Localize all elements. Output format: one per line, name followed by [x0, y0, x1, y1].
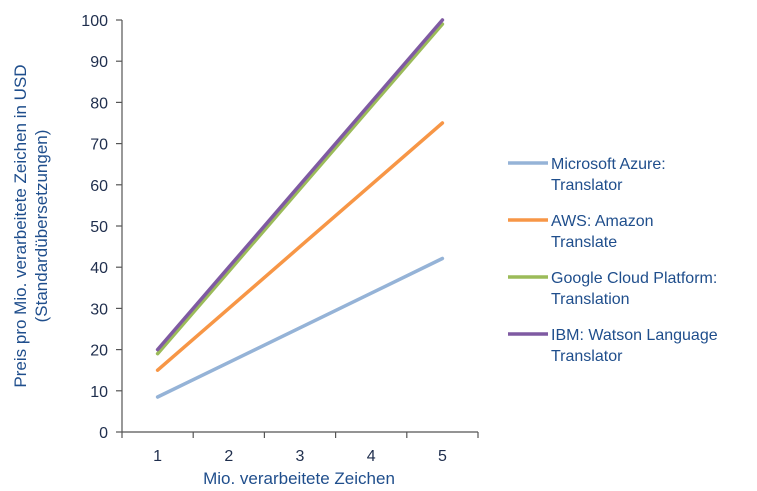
- x-axis-title: Mio. verarbeitete Zeichen: [203, 469, 395, 488]
- x-tick-label: 2: [224, 448, 233, 465]
- x-tick-label: 5: [438, 448, 447, 465]
- series-line-1: [155, 121, 445, 372]
- legend-label-1-line-1: AWS: Amazon: [551, 213, 654, 230]
- y-tick-label: 20: [90, 343, 108, 360]
- series-lines: [155, 18, 445, 399]
- x-tick-label: 4: [367, 448, 376, 465]
- y-tick-label: 100: [81, 13, 108, 30]
- legend: Microsoft Azure: Translator AWS: Amazon Tra…: [508, 156, 718, 365]
- y-tick-label: 30: [90, 301, 108, 318]
- x-tick-label: 3: [296, 448, 305, 465]
- legend-label-2-line-2: Translation: [551, 291, 630, 308]
- y-tick-label: 90: [90, 54, 108, 71]
- series-line-0: [155, 256, 445, 399]
- y-axis-title-line-2: (Standardübersetzungen): [32, 130, 51, 323]
- axes: [121, 20, 478, 433]
- y-tick-label: 0: [99, 425, 108, 442]
- y-tick-label: 70: [90, 137, 108, 154]
- y-tick-label: 10: [90, 384, 108, 401]
- x-tick-label: 1: [153, 448, 162, 465]
- legend-label-2-line-1: Google Cloud Platform:: [551, 270, 717, 287]
- series-line-3: [155, 18, 445, 352]
- legend-label-3-line-2: Translator: [551, 348, 623, 365]
- legend-label-0-line-1: Microsoft Azure:: [551, 156, 666, 173]
- legend-label-1-line-2: Translate: [551, 234, 617, 251]
- series-line-2: [155, 22, 445, 356]
- legend-label-0-line-2: Translator: [551, 177, 623, 194]
- y-tick-label: 80: [90, 95, 108, 112]
- y-tick-label: 60: [90, 178, 108, 195]
- x-ticks: 1 2 3 4 5: [121, 432, 479, 465]
- y-tick-label: 40: [90, 260, 108, 277]
- y-axis-title-line-1: Preis pro Mio. verarbeitete Zeichen in U…: [11, 64, 30, 387]
- legend-label-3-line-1: IBM: Watson Language: [551, 327, 718, 344]
- y-ticks: 0 10 20 30 40 50 60 70 80 90 100: [81, 13, 122, 442]
- y-tick-label: 50: [90, 219, 108, 236]
- y-axis-title: Preis pro Mio. verarbeitete Zeichen in U…: [11, 64, 51, 387]
